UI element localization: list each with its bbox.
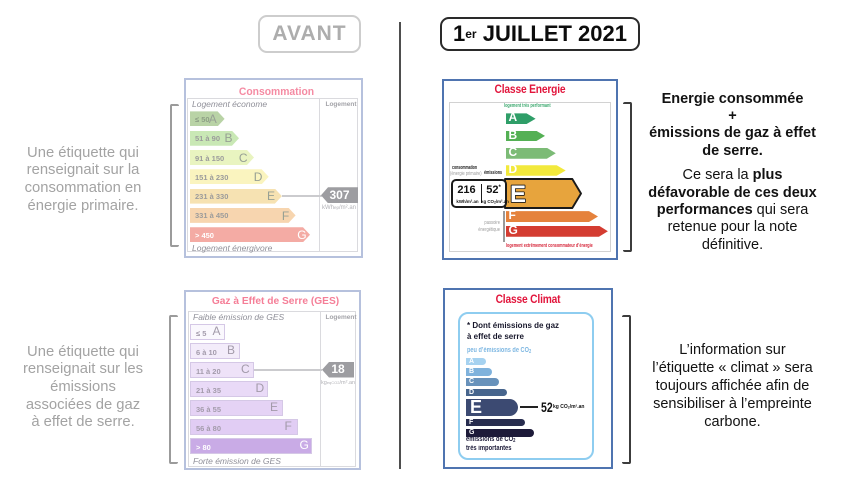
svg-text:E: E [510,181,526,208]
